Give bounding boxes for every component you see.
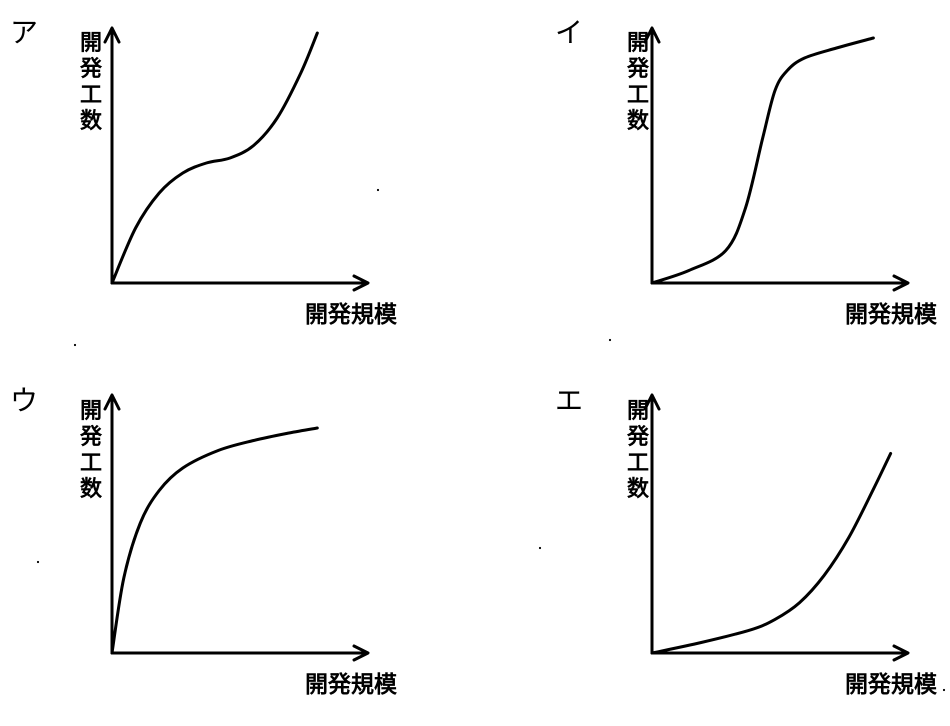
scan-speck [73, 343, 77, 347]
x-axis-label: 開発規模 [845, 672, 938, 698]
panel-label: ウ [10, 384, 38, 417]
scan-speck [376, 188, 380, 192]
series-line [650, 36, 875, 285]
x-axis-label: 開発規模 [305, 302, 398, 328]
scan-speck [36, 560, 40, 564]
y-axis-label-char: 工 [80, 83, 102, 108]
y-axis-arrow-icon [643, 26, 661, 44]
scan-speck [942, 688, 946, 692]
y-axis-arrow-icon [103, 26, 121, 44]
series-line [110, 31, 319, 285]
y-axis-label: 開発工数 [79, 399, 103, 502]
y-axis-label-char: 発 [626, 57, 650, 82]
panel-label: エ [555, 384, 583, 417]
x-axis-arrow-icon [892, 644, 910, 662]
y-axis-label-char: 発 [626, 425, 650, 450]
series-line [650, 452, 893, 655]
y-axis-arrow-icon [103, 393, 121, 411]
y-axis-label-char: 開 [627, 31, 649, 56]
y-axis-label-char: 発 [79, 425, 103, 450]
y-axis-label-char: 工 [627, 451, 649, 476]
y-axis-label-char: 工 [80, 451, 102, 476]
y-axis-label-char: 開 [627, 399, 649, 424]
panel-label: イ [555, 16, 583, 49]
y-axis-label-char: 数 [80, 108, 103, 134]
y-axis-label-char: 開 [80, 31, 102, 56]
series-line [110, 426, 319, 655]
y-axis-label-char: 発 [79, 57, 103, 82]
y-axis-label-char: 数 [627, 108, 650, 134]
y-axis-label-char: 工 [627, 83, 649, 108]
y-axis-arrow-icon [643, 393, 661, 411]
y-axis-label: 開発工数 [79, 31, 103, 134]
scan-speck [608, 338, 612, 342]
y-axis-label: 開発工数 [626, 399, 650, 502]
y-axis-label-char: 数 [80, 476, 103, 502]
x-axis-arrow-icon [892, 274, 910, 292]
x-axis-arrow-icon [352, 644, 370, 662]
y-axis-label-char: 開 [80, 399, 102, 424]
panel-label: ア [10, 16, 38, 49]
x-axis-label: 開発規模 [845, 302, 938, 328]
x-axis-label: 開発規模 [305, 672, 398, 698]
x-axis-arrow-icon [352, 274, 370, 292]
scan-speck [538, 546, 542, 550]
y-axis-label: 開発工数 [626, 31, 650, 134]
y-axis-label-char: 数 [627, 476, 650, 502]
